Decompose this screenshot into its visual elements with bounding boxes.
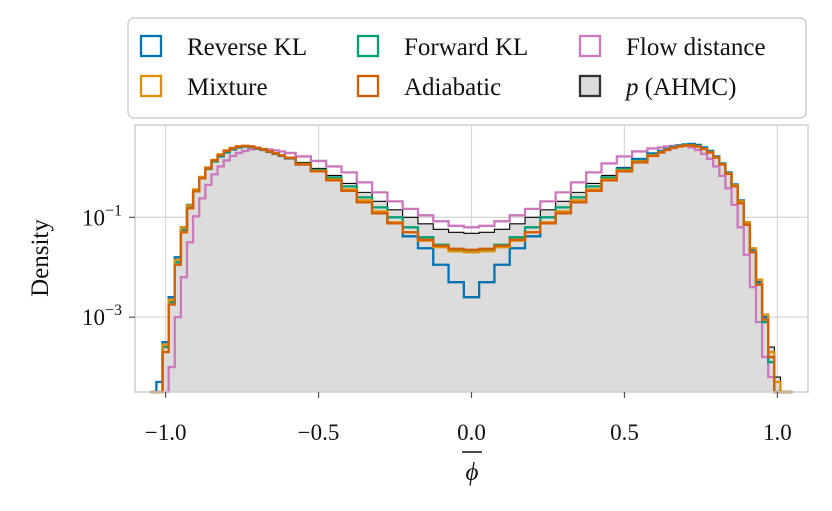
x-axis-label: ϕ bbox=[466, 459, 479, 486]
series-line-flow-distance bbox=[150, 144, 793, 394]
legend-swatch-forward-kl bbox=[356, 34, 380, 58]
y-tick-label: 10−3 bbox=[82, 302, 122, 330]
legend: Reverse KL Forward KL Flow distance Mixture… bbox=[127, 17, 807, 119]
legend-label-mixture: Mixture bbox=[187, 74, 268, 101]
x-tick-label: 0.5 bbox=[610, 420, 639, 445]
plot-area bbox=[134, 124, 809, 394]
legend-swatch-reverse-kl bbox=[139, 34, 163, 58]
series-line-adiabatic bbox=[150, 144, 793, 394]
legend-label-p-ahmc: p (AHMC) bbox=[624, 74, 736, 101]
legend-label-adiabatic: Adiabatic bbox=[404, 74, 501, 101]
legend-label-flow-distance: Flow distance bbox=[626, 34, 766, 61]
legend-label-reverse-kl: Reverse KL bbox=[187, 34, 307, 61]
legend-swatch-adiabatic bbox=[356, 74, 380, 98]
legend-frame bbox=[127, 17, 807, 119]
series-fill-p-ahmc bbox=[150, 144, 793, 392]
x-tick-label: −0.5 bbox=[298, 420, 340, 445]
legend-swatch-mixture bbox=[139, 74, 163, 98]
x-tick-label: −1.0 bbox=[145, 420, 187, 445]
x-axis-label-group: ϕ bbox=[462, 451, 482, 486]
x-tick-label: 1.0 bbox=[763, 420, 792, 445]
y-tick-label: 10−1 bbox=[82, 202, 122, 230]
legend-swatch-flow-distance bbox=[578, 34, 602, 58]
y-axis-label: Density bbox=[27, 219, 54, 297]
x-tick-label: 0.0 bbox=[457, 420, 486, 445]
legend-swatch-p-ahmc bbox=[578, 74, 602, 98]
legend-label-forward-kl: Forward KL bbox=[404, 34, 528, 61]
